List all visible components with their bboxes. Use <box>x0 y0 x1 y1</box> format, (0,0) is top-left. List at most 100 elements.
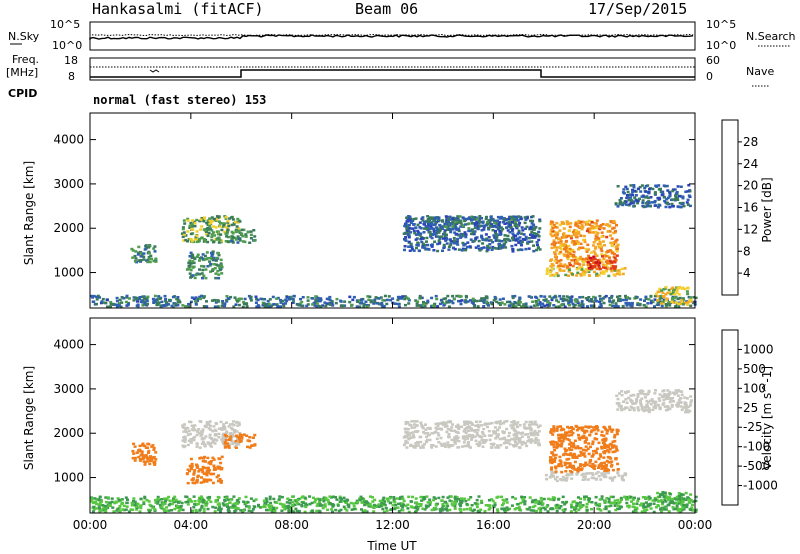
data-cell <box>181 304 185 307</box>
data-cell <box>187 429 191 433</box>
data-cell <box>200 497 204 500</box>
data-cell <box>358 305 362 308</box>
data-cell <box>597 457 601 461</box>
data-cell <box>557 252 561 255</box>
data-cell <box>190 223 194 226</box>
data-cell <box>320 504 324 507</box>
data-cell <box>506 229 510 232</box>
data-cell <box>567 462 571 465</box>
data-cell <box>413 510 417 514</box>
data-cell <box>314 299 318 303</box>
data-cell <box>561 475 565 479</box>
data-cell <box>493 430 497 433</box>
data-cell <box>644 501 648 504</box>
data-cell <box>570 259 574 262</box>
data-cell <box>190 225 194 228</box>
data-cell <box>229 435 233 438</box>
data-cell <box>552 425 556 428</box>
data-cell <box>511 232 515 235</box>
data-cell <box>105 500 108 504</box>
data-cell <box>445 502 449 505</box>
data-cell <box>494 297 498 300</box>
data-cell <box>496 219 500 222</box>
data-cell <box>609 495 613 499</box>
data-cell <box>198 237 202 241</box>
data-cell <box>232 429 236 432</box>
data-cell <box>569 236 573 240</box>
data-cell <box>238 432 242 435</box>
data-cell <box>132 442 136 446</box>
data-cell <box>256 304 260 307</box>
data-cell <box>455 439 459 442</box>
data-cell <box>647 201 651 204</box>
data-cell <box>640 195 644 198</box>
data-cell <box>271 508 275 512</box>
data-cell <box>595 224 599 228</box>
data-cell <box>462 217 466 220</box>
data-cell <box>474 236 478 240</box>
data-cell <box>287 510 291 513</box>
data-cell <box>414 217 418 220</box>
data-cell <box>140 452 144 456</box>
data-cell <box>675 498 679 501</box>
data-cell <box>516 219 520 222</box>
data-cell <box>668 205 672 209</box>
data-cell <box>471 230 475 234</box>
data-cell <box>208 222 212 226</box>
data-cell <box>579 463 583 466</box>
data-cell <box>219 461 223 465</box>
data-cell <box>405 431 409 434</box>
data-cell <box>443 442 447 445</box>
data-cell <box>605 464 608 467</box>
data-cell <box>588 472 592 475</box>
data-cell <box>317 501 321 504</box>
data-cell <box>481 238 485 241</box>
data-cell <box>550 442 554 445</box>
data-cell <box>124 300 128 304</box>
data-cell <box>180 232 184 235</box>
data-cell <box>493 219 497 223</box>
power-colorbar-tick-label: 8 <box>743 244 751 258</box>
data-cell <box>463 423 467 426</box>
data-cell <box>164 499 168 503</box>
data-cell <box>191 219 194 222</box>
data-cell <box>598 300 602 303</box>
data-cell <box>519 501 523 505</box>
data-cell <box>656 196 660 200</box>
data-cell <box>577 508 581 512</box>
data-cell <box>163 501 167 504</box>
data-cell <box>629 398 633 402</box>
data-cell <box>471 423 475 426</box>
data-cell <box>558 223 562 227</box>
data-cell <box>570 445 573 448</box>
data-cell <box>616 243 620 247</box>
data-cell <box>559 478 563 481</box>
data-cell <box>672 391 675 394</box>
data-cell <box>614 245 618 249</box>
data-cell <box>225 300 229 303</box>
data-cell <box>616 247 619 251</box>
data-cell <box>164 299 168 303</box>
data-cell <box>563 452 567 455</box>
data-cell <box>490 248 494 251</box>
data-cell <box>624 398 628 401</box>
data-cell <box>392 496 396 499</box>
data-cell <box>465 507 469 511</box>
data-cell <box>446 443 450 447</box>
data-cell <box>200 442 204 445</box>
data-cell <box>509 218 513 221</box>
data-cell <box>552 304 556 307</box>
data-cell <box>583 431 587 434</box>
data-cell <box>580 227 584 231</box>
data-cell <box>566 222 570 226</box>
data-cell <box>605 497 609 500</box>
data-cell <box>436 235 440 238</box>
data-cell <box>599 245 603 248</box>
data-cell <box>347 505 351 509</box>
data-cell <box>239 509 243 512</box>
data-cell <box>539 496 543 500</box>
data-cell <box>491 245 495 249</box>
data-cell <box>560 464 564 468</box>
data-cell <box>441 301 445 304</box>
data-cell <box>409 244 413 247</box>
